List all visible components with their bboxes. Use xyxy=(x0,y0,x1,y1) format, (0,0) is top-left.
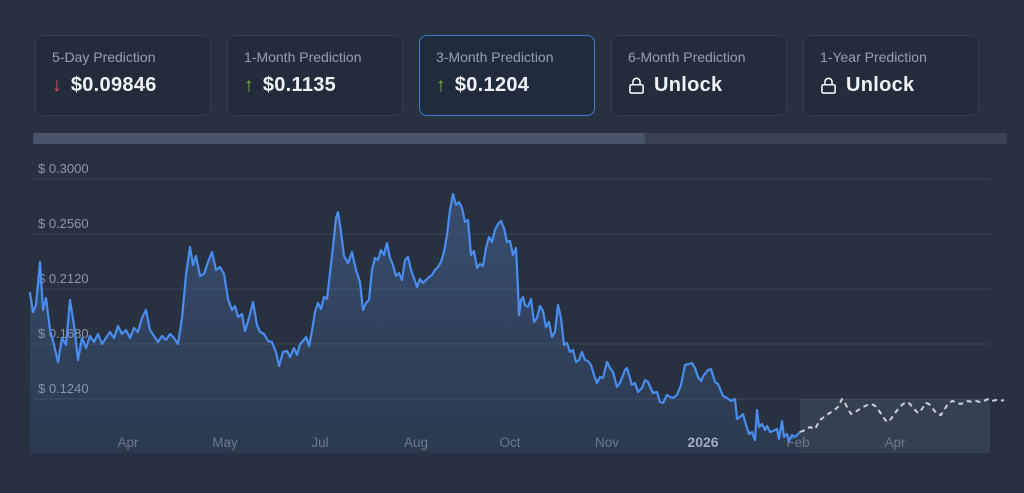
x-axis-label: Aug xyxy=(404,435,428,450)
x-axis-label: Feb xyxy=(786,435,809,450)
history-line xyxy=(28,192,802,443)
unlock-button[interactable]: Unlock xyxy=(628,74,770,97)
chart-scrollbar-track[interactable] xyxy=(33,133,1007,144)
card-5-day-prediction[interactable]: 5-Day Prediction ↓ $0.09846 xyxy=(35,35,211,116)
card-value-text: $0.09846 xyxy=(70,74,157,96)
up-arrow-icon: ↑ xyxy=(244,75,254,96)
forecast-line xyxy=(799,398,1005,433)
card-6-month-prediction[interactable]: 6-Month Prediction Unlock xyxy=(611,35,787,116)
up-arrow-icon: ↑ xyxy=(436,75,446,96)
y-axis-label: $ 0.2120 xyxy=(38,271,89,286)
card-3-month-prediction[interactable]: 3-Month Prediction ↑ $0.1204 xyxy=(419,35,595,116)
card-value-text: $0.1135 xyxy=(262,74,337,96)
lock-icon xyxy=(629,77,644,94)
lock-icon xyxy=(821,77,836,94)
card-value-text: $0.1204 xyxy=(454,74,530,96)
down-arrow-icon: ↓ xyxy=(52,75,62,96)
forecast-region xyxy=(800,399,990,453)
history-area-fill xyxy=(30,194,800,453)
y-axis-label: $ 0.3000 xyxy=(38,161,89,176)
card-title: 1-Month Prediction xyxy=(244,49,362,65)
chart-scrollbar-thumb[interactable] xyxy=(33,133,645,144)
x-axis-label: Jul xyxy=(311,435,328,450)
card-value-text: Unlock xyxy=(846,74,915,96)
card-title: 5-Day Prediction xyxy=(52,49,156,65)
card-value-text: Unlock xyxy=(654,74,723,96)
x-axis-label: 2026 xyxy=(687,434,718,450)
x-axis-label: Nov xyxy=(595,435,619,450)
unlock-button[interactable]: Unlock xyxy=(820,74,962,97)
prediction-value: ↑ $0.1135 xyxy=(244,74,386,97)
card-title: 3-Month Prediction xyxy=(436,49,554,65)
y-axis-label: $ 0.2560 xyxy=(38,216,89,231)
prediction-cards: 5-Day Prediction ↓ $0.09846 1-Month Predict… xyxy=(35,35,979,116)
prediction-value: ↓ $0.09846 xyxy=(52,74,194,97)
card-1-month-prediction[interactable]: 1-Month Prediction ↑ $0.1135 xyxy=(227,35,403,116)
x-axis-label: May xyxy=(212,435,238,450)
x-axis-label: Oct xyxy=(499,435,520,450)
card-title: 1-Year Prediction xyxy=(820,49,927,65)
prediction-value: ↑ $0.1204 xyxy=(436,74,578,97)
x-axis-label: Apr xyxy=(117,435,139,450)
x-axis-label: Apr xyxy=(884,435,906,450)
card-1-year-prediction[interactable]: 1-Year Prediction Unlock xyxy=(803,35,979,116)
card-title: 6-Month Prediction xyxy=(628,49,746,65)
